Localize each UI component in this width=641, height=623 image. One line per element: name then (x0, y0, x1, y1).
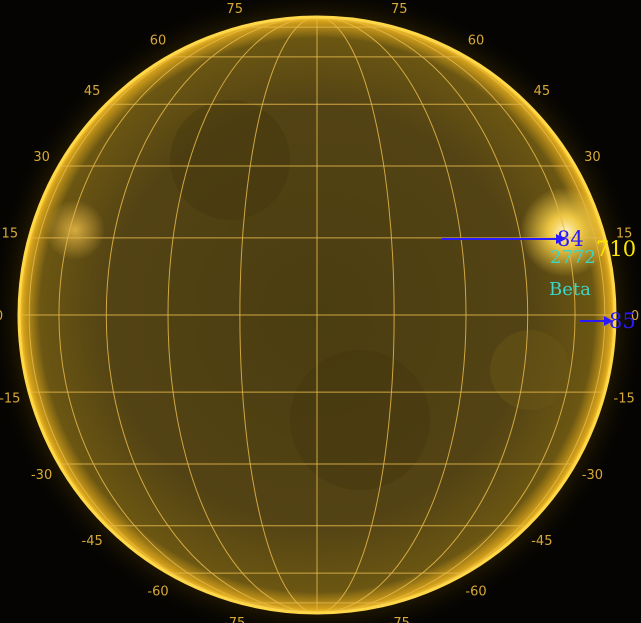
magnetic-class-label: Beta (549, 279, 591, 300)
latitude-label: 0 (631, 309, 639, 324)
latitude-label: 15 (616, 227, 633, 242)
latitude-label: 75 (226, 2, 243, 17)
latitude-label: -60 (465, 584, 486, 599)
latitude-label: 45 (84, 84, 101, 99)
limb-edge (17, 15, 617, 615)
latitude-labels-left: 75 60 45 30 15 0 -15 -30 -45 -60 -75 (0, 2, 245, 623)
latitude-label: -60 (147, 584, 168, 599)
latitude-labels-right: 75 60 45 30 15 0 -15 -30 -45 -60 -75 (389, 2, 639, 623)
region-label-85: 85 (609, 309, 636, 333)
latitude-label: 45 (534, 84, 551, 99)
meridian-line (58, 17, 576, 613)
latitude-label: 60 (150, 34, 167, 49)
coordinate-grid (19, 17, 615, 613)
latitude-label: 75 (391, 2, 408, 17)
meridian-line (167, 17, 467, 613)
annotations: 84 2772 Beta 710 85 (442, 227, 636, 333)
latitude-label: -45 (82, 534, 103, 549)
latitude-label: 30 (584, 150, 601, 165)
latitude-label: -75 (389, 616, 410, 623)
meridian-line (28, 17, 606, 613)
latitude-label: 0 (0, 309, 3, 324)
region-label-710: 710 (596, 237, 636, 261)
pointer-arrowhead-85 (604, 316, 613, 326)
meridian-line (105, 17, 529, 613)
region-label-84: 84 (557, 227, 584, 251)
active-region-left (45, 200, 105, 260)
latitude-label: 60 (468, 34, 485, 49)
latitude-label: -15 (0, 391, 20, 406)
latitude-label: -30 (31, 468, 52, 483)
latitude-label: -15 (614, 391, 635, 406)
pointer-arrowhead-84 (556, 234, 566, 244)
latitude-label: 30 (33, 150, 50, 165)
latitude-label: -45 (531, 534, 552, 549)
latitude-label: 15 (2, 227, 19, 242)
meridian-line (239, 17, 395, 613)
latitude-label: -30 (582, 468, 603, 483)
latitude-label: -75 (224, 616, 245, 623)
region-id-label: 2772 (550, 247, 596, 268)
